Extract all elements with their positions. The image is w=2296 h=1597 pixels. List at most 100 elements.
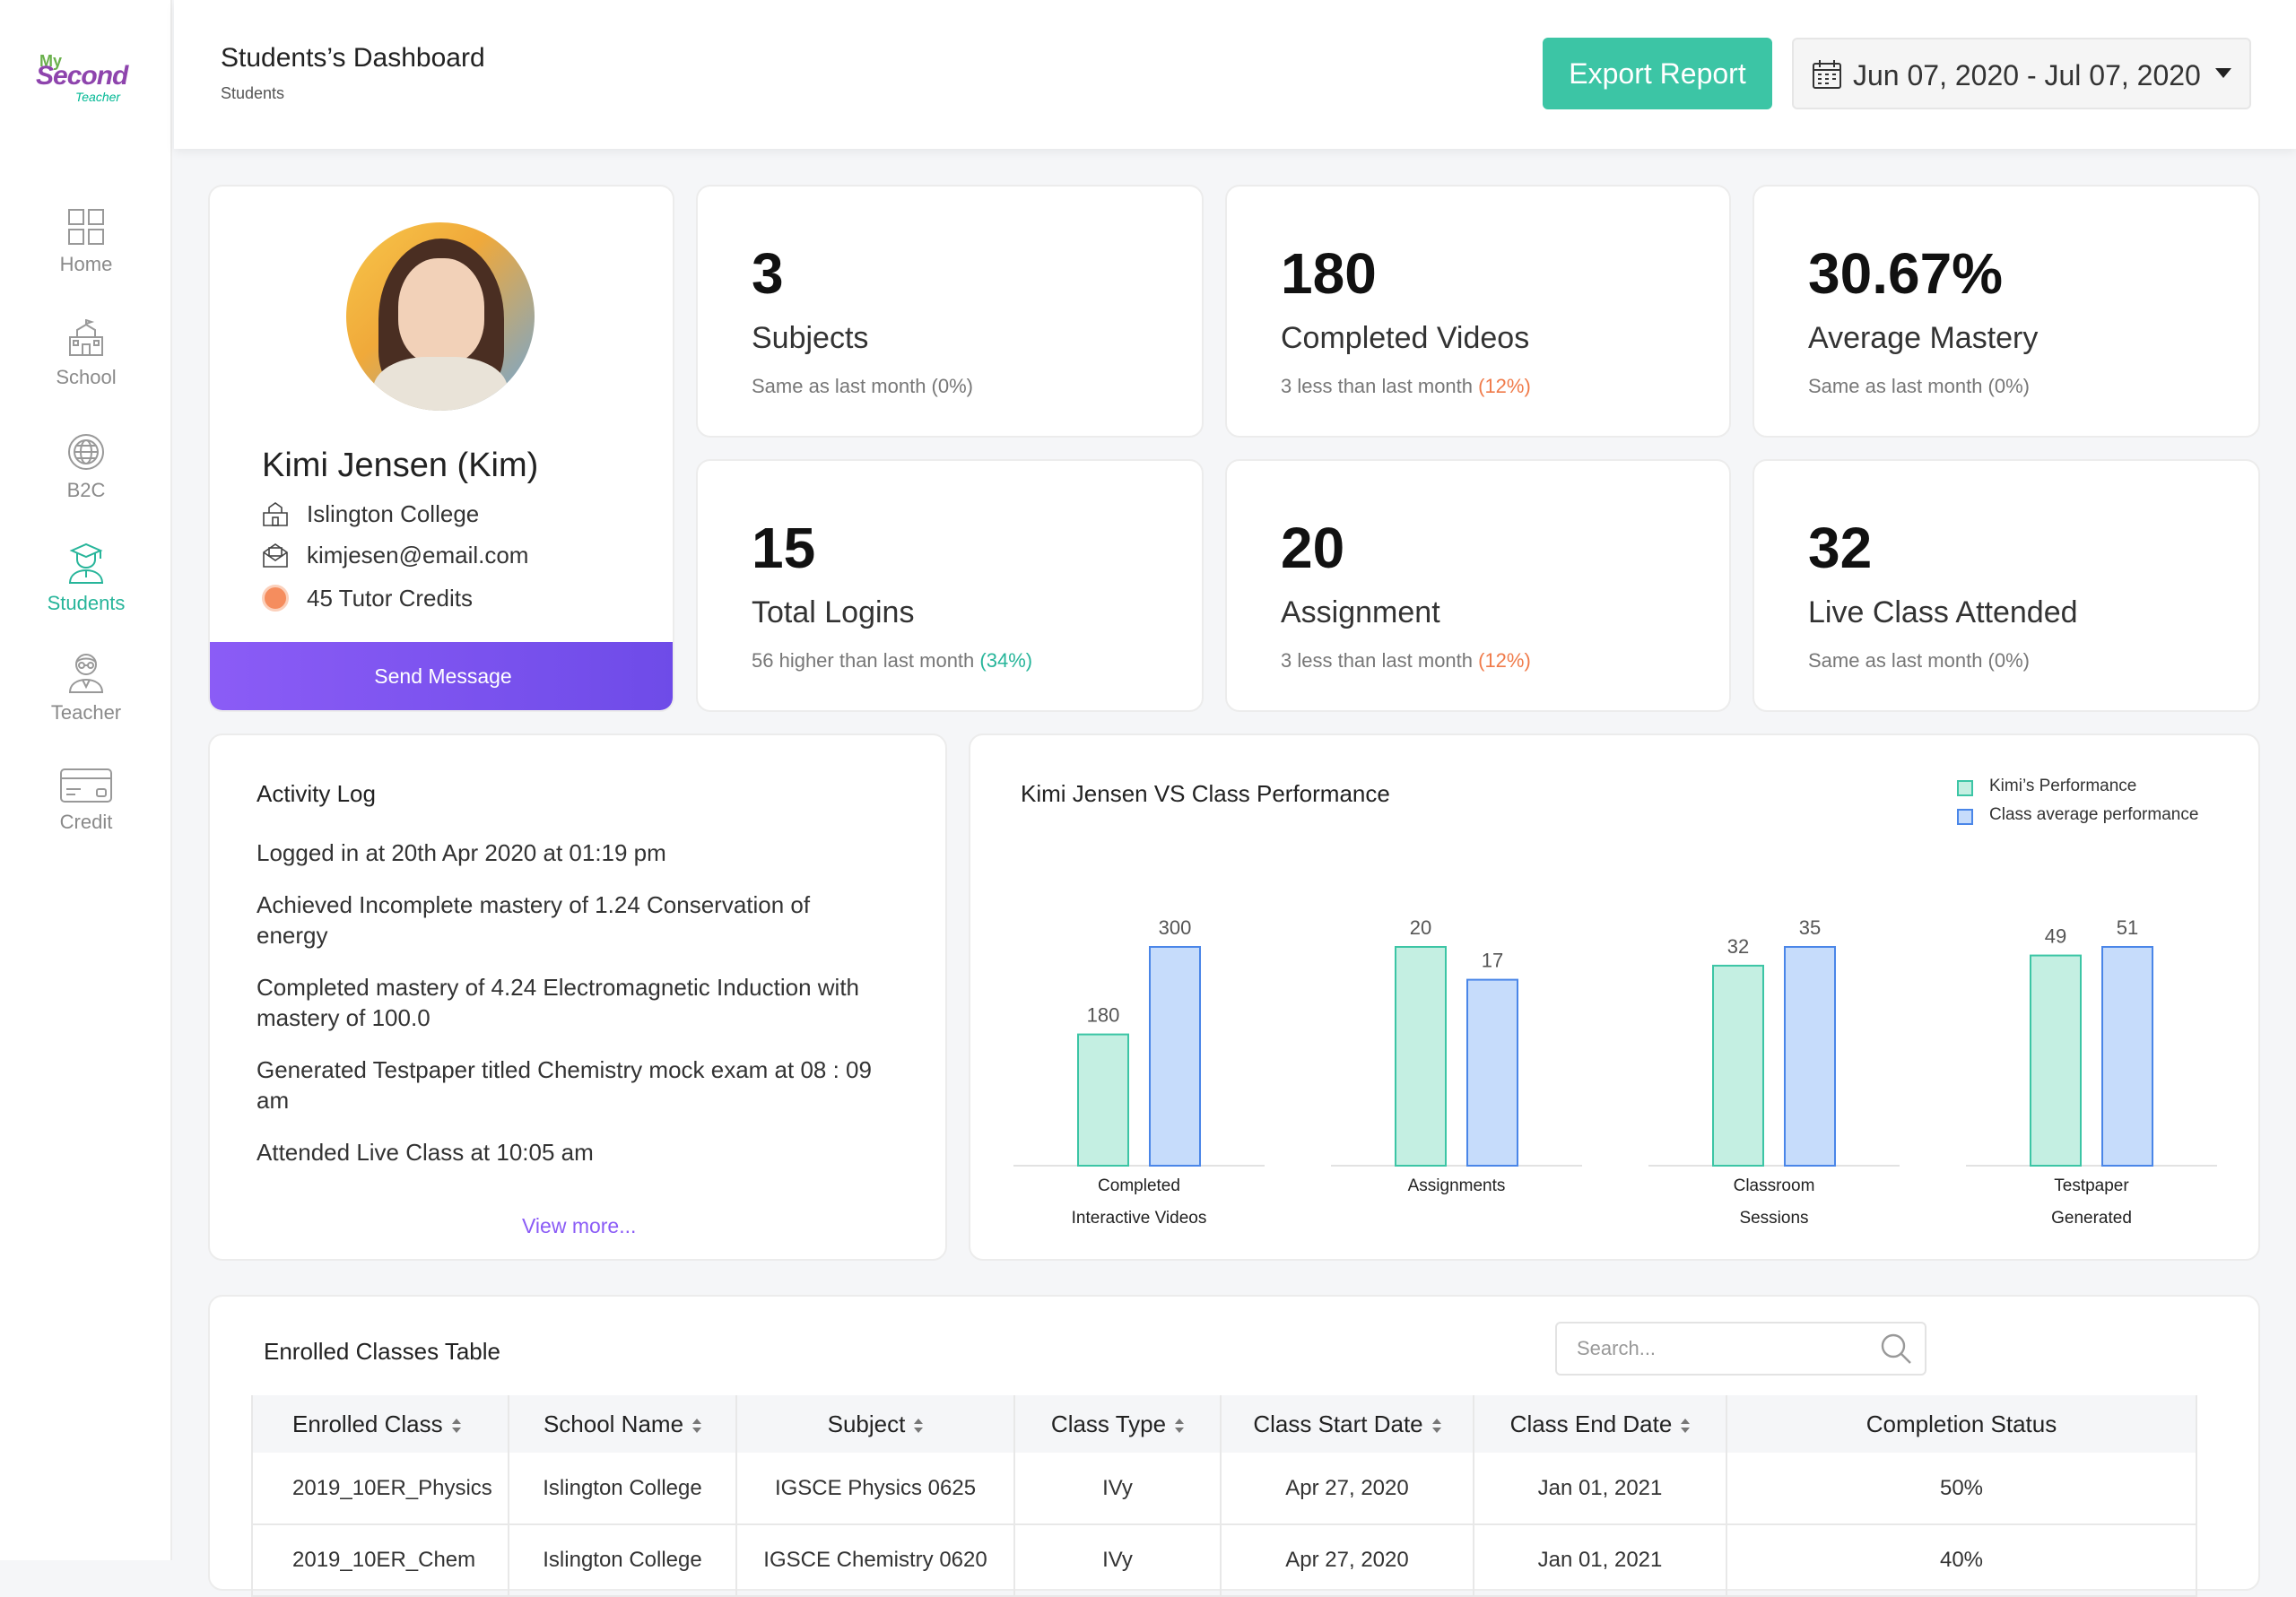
stat-label: Assignment [1281,595,1440,629]
data-label: 20 [1410,916,1431,939]
nav-school[interactable]: School [0,319,172,389]
view-more-link[interactable]: View more... [522,1214,637,1237]
col-class-type[interactable]: Class Type [1014,1395,1222,1453]
data-label: 49 [2045,925,2066,948]
category-label: Completed [1098,1176,1180,1195]
search-input[interactable] [1555,1322,1926,1376]
calendar-icon [1813,60,1841,89]
stat-average-mastery: 30.67% Average Mastery Same as last mont… [1752,185,2260,438]
date-range-picker[interactable]: Jun 07, 2020 - Jul 07, 2020 [1792,38,2251,109]
envelope-icon [263,543,288,568]
nav-students-label: Students [47,592,126,614]
col-completion: Completion Status [1726,1395,2197,1453]
sidebar: My Second Teacher Home School B2C Studen… [0,0,172,1560]
cell-class-type: IVy [1014,1524,1222,1597]
col-enrolled-class[interactable]: Enrolled Class [251,1395,509,1453]
search-icon[interactable] [1880,1332,1912,1365]
nav-b2c[interactable]: B2C [0,432,172,502]
enrolled-classes-card: Enrolled Classes Table Enrolled Class Sc… [208,1295,2260,1597]
legend-item-class[interactable]: Class average performance [1957,805,2198,834]
date-range-value: Jun 07, 2020 - Jul 07, 2020 [1853,59,2201,91]
logo-text-3: Teacher [75,90,121,104]
bar-kimi-2 [1712,964,1764,1167]
activity-item: Logged in at 20th Apr 2020 at 01:19 pm [257,839,666,866]
export-report-button[interactable]: Export Report [1543,38,1772,109]
stat-delta: (12%) [1478,375,1531,397]
bar-kimi-0 [1077,1033,1129,1167]
stat-value: 30.67% [1808,241,2004,306]
col-end-date[interactable]: Class End Date [1474,1395,1727,1453]
category-label: Testpaper [2054,1176,2129,1195]
table-row[interactable]: 2019_10ER_Physics Islington College IGSC… [251,1453,2197,1525]
legend-item-kimi[interactable]: Kimi’s Performance [1957,777,2198,805]
stat-value: 180 [1281,241,1377,306]
table-title: Enrolled Classes Table [264,1338,500,1365]
category-label: Assignments [1408,1176,1506,1195]
brand-logo[interactable]: My Second Teacher [30,22,138,104]
nav-credit[interactable]: Credit [0,768,172,834]
col-subject[interactable]: Subject [736,1395,1015,1453]
data-label: 17 [1482,950,1503,972]
stat-value: 3 [752,241,784,306]
data-label: 32 [1727,935,1749,958]
cell-completion: 40% [1726,1524,2197,1597]
stat-subjects: 3 Subjects Same as last month (0%) [696,185,1204,438]
stat-compare: Same as last month (0%) [1808,649,2030,672]
nav-teacher[interactable]: Teacher [0,651,172,725]
table-header-row: Enrolled Class School Name Subject Class… [251,1395,2197,1453]
globe-icon [68,434,104,470]
nav-students[interactable]: Students [0,542,172,615]
bar-kimi-1 [1395,946,1447,1167]
nav-b2c-label: B2C [66,479,106,501]
activity-log-card: Activity Log Logged in at 20th Apr 2020 … [208,733,947,1261]
breadcrumb[interactable]: Students [221,84,285,102]
stat-label: Completed Videos [1281,321,1530,355]
nav-home-label: Home [59,253,113,275]
performance-bar-chart: 180 300 Completed Interactive Videos 20 17 Ass… [1013,916,2217,1228]
category-label: Classroom [1734,1176,1815,1195]
stat-label: Average Mastery [1808,321,2039,355]
data-label: 51 [2117,916,2138,939]
cell-enrolled-class: 2019_10ER_Chem [251,1524,509,1597]
grid-icon [68,209,104,245]
school-icon [69,319,103,356]
cell-subject: IGSCE Physics 0625 [736,1453,1015,1525]
sort-icon [1681,1418,1691,1433]
top-header: Students’s Dashboard Students Export Rep… [174,0,2296,149]
student-school: Islington College [307,500,480,527]
stat-value: 32 [1808,516,1873,580]
tutor-credits: 45 Tutor Credits [307,585,473,612]
nav-credit-label: Credit [59,811,113,833]
nav-home[interactable]: Home [0,208,172,276]
bar-class-0 [1149,946,1201,1167]
col-school-name[interactable]: School Name [509,1395,737,1453]
data-label: 300 [1159,916,1192,939]
student-name: Kimi Jensen (Kim) [262,447,539,484]
activity-item: Generated Testpaper titled Chemistry moc… [257,1056,872,1114]
bar-kimi-3 [2030,954,2082,1167]
cell-school-name: Islington College [509,1524,737,1597]
cell-class-type: IVy [1014,1453,1222,1525]
stat-compare: 3 less than last month (12%) [1281,649,1531,672]
table-row[interactable]: 2019_10ER_Chem Islington College IGSCE C… [251,1524,2197,1597]
sort-icon [914,1418,924,1433]
page-title: Students’s Dashboard [221,43,485,73]
cell-enrolled-class: 2019_10ER_Physics [251,1453,509,1525]
activity-item: Achieved Incomplete mastery of 1.24 Cons… [257,891,811,949]
logo-text-2: Second [36,61,128,91]
activity-item: Completed mastery of 4.24 Electromagneti… [257,974,860,1031]
student-email[interactable]: kimjesen@email.com [307,542,529,568]
col-start-date[interactable]: Class Start Date [1221,1395,1474,1453]
cell-end-date: Jan 01, 2021 [1474,1524,1727,1597]
stat-completed-videos: 180 Completed Videos 3 less than last mo… [1225,185,1731,438]
category-label: Generated [2051,1209,2132,1228]
enrolled-classes-table: Enrolled Class School Name Subject Class… [251,1395,2197,1597]
stat-compare: Same as last month (0%) [1808,375,2030,397]
stat-compare: 56 higher than last month (34%) [752,649,1033,672]
send-message-button[interactable]: Send Message [210,642,673,710]
cell-start-date: Apr 27, 2020 [1221,1453,1474,1525]
chart-title: Kimi Jensen VS Class Performance [1021,780,1390,807]
cell-completion: 50% [1726,1453,2197,1525]
chart-legend: Kimi’s Performance Class average perform… [1957,777,2198,834]
performance-chart-card: Kimi Jensen VS Class Performance Kimi’s … [969,733,2260,1261]
